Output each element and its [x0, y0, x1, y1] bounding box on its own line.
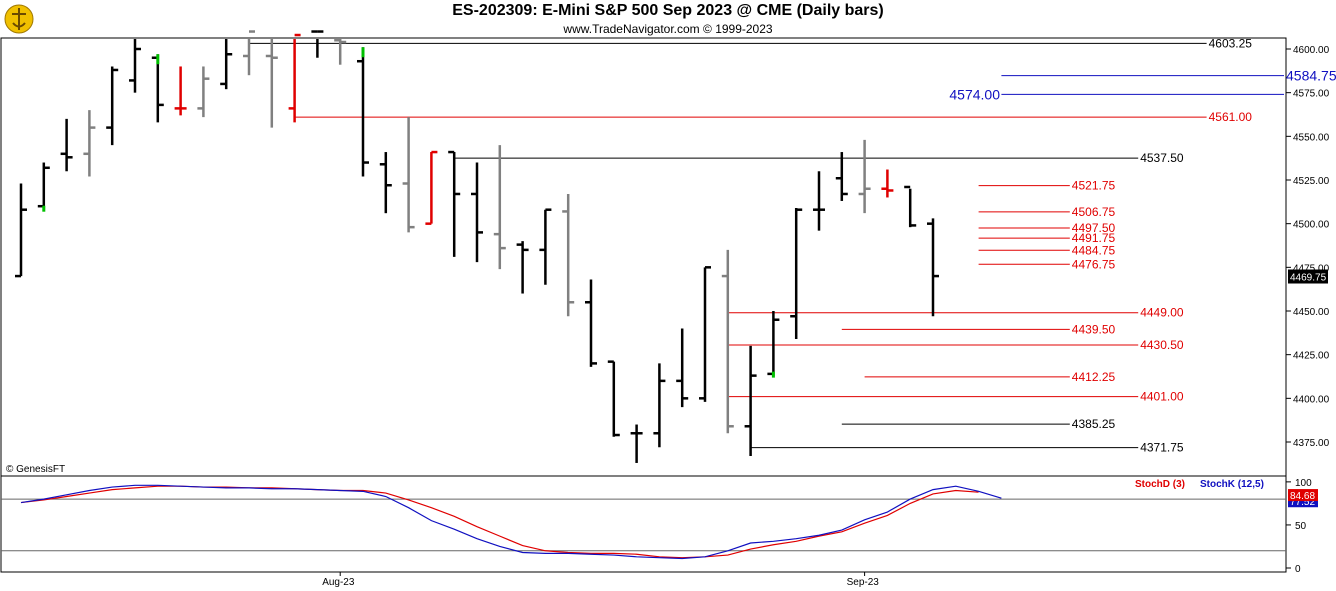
ohlc-bar: [630, 424, 643, 463]
price-level-label: 4491.75: [1072, 231, 1116, 245]
price-level-label: 4497.50: [1072, 221, 1116, 235]
ohlc-bar: [197, 66, 210, 118]
ohlc-bar: [357, 47, 369, 177]
price-axis-tick-label: 4500.00: [1293, 220, 1330, 231]
price-level-label: 4603.25: [1209, 36, 1253, 50]
ohlc-bar: [676, 328, 689, 408]
price-axis-tick-label: 4400.00: [1293, 394, 1330, 405]
price-axis-tick-label: 4475.00: [1293, 263, 1330, 274]
price-level-label: 4484.75: [1072, 243, 1116, 257]
chart-title: ES-202309: E-Mini S&P 500 Sep 2023 @ CME…: [452, 2, 884, 19]
stochd-last-label: 84.68: [1290, 491, 1315, 502]
price-level-label: 4371.75: [1140, 441, 1184, 455]
ohlc-bar: [585, 279, 597, 367]
ohlc-bar: [288, 33, 301, 123]
price-level-label: 4412.25: [1072, 370, 1116, 384]
ohlc-bar: [83, 110, 96, 177]
ohlc-bar: [653, 363, 666, 448]
stoch-panel-frame: [0, 475, 1287, 573]
price-level-label: 4574.00: [949, 86, 1000, 102]
stochd-last-box: [1288, 489, 1318, 502]
chart-header: ES-202309: E-Mini S&P 500 Sep 2023 @ CME…: [0, 0, 1336, 38]
ohlc-bar: [151, 54, 164, 123]
price-level-label: 4439.50: [1072, 322, 1116, 336]
ohlc-bar: [835, 152, 848, 201]
stoch-legend-entry: StochK (12,5): [1200, 479, 1264, 490]
price-axis-tick-label: 4550.00: [1293, 132, 1330, 143]
chart-subtitle: www.TradeNavigator.com © 1999-2023: [563, 22, 773, 36]
ohlc-bar: [334, 39, 347, 65]
stochk-last-label: 77.52: [1290, 497, 1315, 508]
ohlc-bar: [129, 39, 141, 93]
ohlc-bar: [699, 266, 711, 402]
price-level-label: 4430.50: [1140, 338, 1184, 352]
price-level-label: 4584.75: [1286, 68, 1336, 84]
stoch-axis-tick-label: 0: [1295, 564, 1301, 575]
last-price-label: 4469.75: [1290, 273, 1327, 284]
price-level-label: 4506.75: [1072, 205, 1116, 219]
price-level-label: 4449.00: [1140, 306, 1184, 320]
ohlc-bar: [106, 66, 119, 146]
ohlc-bar: [471, 162, 483, 263]
ohlc-bar: [744, 345, 757, 456]
price-panel-frame: [0, 37, 1287, 477]
price-level-label: 4521.75: [1072, 179, 1116, 193]
ohlc-bar: [425, 150, 438, 225]
ohlc-bar: [516, 241, 529, 294]
genesisft-watermark: © GenesisFT: [6, 464, 65, 475]
ohlc-bar: [607, 360, 620, 437]
ohlc-bar: [904, 185, 917, 228]
ohlc-bar: [790, 207, 803, 339]
price-level-label: 4385.25: [1072, 417, 1116, 431]
ohlc-bar: [402, 117, 415, 233]
ohlc-bar: [60, 118, 73, 172]
price-axis: 4375.00 4400.00 4425.00 4450.00 4475.00 4500.…: [1286, 45, 1330, 449]
time-axis-label: Aug-23: [322, 577, 355, 588]
stoch-series-line: [20, 484, 1002, 560]
ohlc-bar: [539, 208, 552, 285]
ohlc-bar: [721, 249, 734, 434]
ohlc-bar: [15, 183, 27, 278]
ohlc-bar: [37, 162, 50, 212]
price-level-label: 4537.50: [1140, 151, 1184, 165]
last-price-box: [1288, 269, 1328, 284]
ohlc-bar: [265, 39, 278, 128]
ohlc-bar: [881, 169, 894, 198]
price-axis-tick-label: 4450.00: [1293, 307, 1330, 318]
price-axis-tick-label: 4425.00: [1293, 351, 1330, 362]
price-bars: [15, 30, 939, 463]
time-axis-label: Sep-23: [847, 577, 880, 588]
stoch-legend-entry: StochD (3): [1135, 479, 1185, 490]
ohlc-bar: [767, 311, 780, 378]
ohlc-bar: [220, 39, 233, 90]
ohlc-bar: [448, 150, 461, 257]
ohlc-bar: [927, 218, 939, 317]
price-axis-tick-label: 4525.00: [1293, 176, 1330, 187]
time-axis: Aug-23 Sep-23: [322, 572, 879, 588]
price-level-label: 4476.75: [1072, 257, 1116, 271]
price-axis-tick-label: 4375.00: [1293, 438, 1330, 449]
ohlc-bar: [174, 66, 187, 116]
price-level-label: 4561.00: [1209, 110, 1253, 124]
stoch-axis-tick-label: 100: [1295, 478, 1312, 489]
ohlc-bar: [311, 30, 324, 58]
ohlc-bar: [858, 139, 871, 214]
price-level-label: 4401.00: [1140, 390, 1184, 404]
ohlc-bar: [243, 30, 255, 76]
ohlc-bar: [379, 152, 392, 214]
price-axis-tick-label: 4600.00: [1293, 45, 1330, 56]
ohlc-bar: [493, 145, 506, 270]
ohlc-bar: [562, 193, 575, 317]
stoch-axis-tick-label: 50: [1295, 521, 1307, 532]
ohlc-bar: [813, 171, 825, 231]
trade-navigator-logo-icon: [4, 4, 34, 34]
price-axis-tick-label: 4575.00: [1293, 89, 1330, 100]
